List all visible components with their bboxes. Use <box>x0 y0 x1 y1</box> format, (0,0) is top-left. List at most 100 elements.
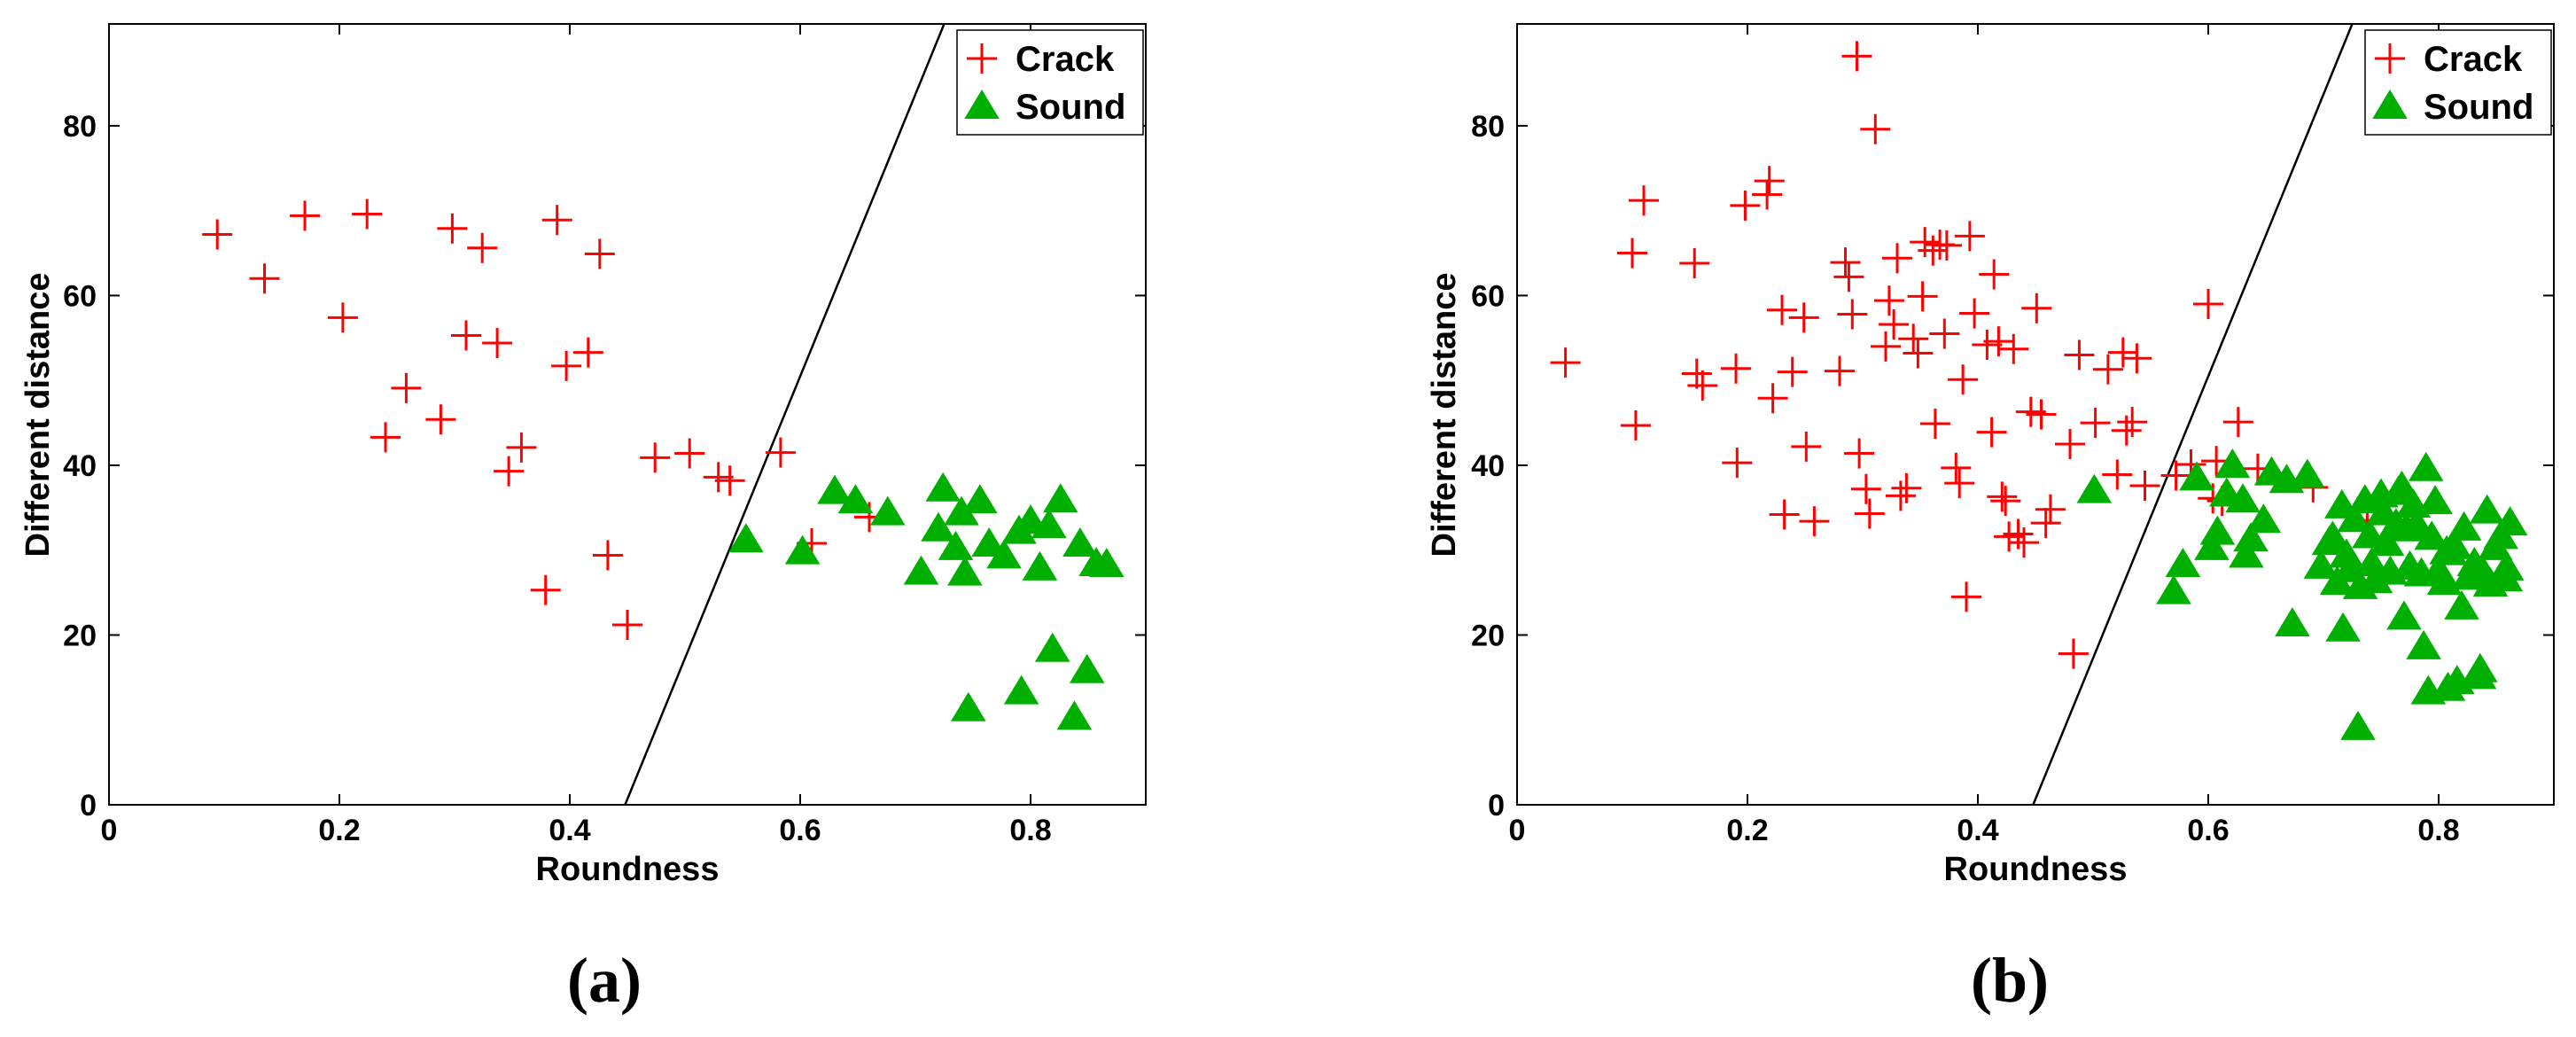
crack-point-b-5 <box>1681 358 1712 389</box>
x-tick-label-a-3: 0.6 <box>779 814 821 847</box>
crack-point-b-11 <box>1754 166 1785 197</box>
crack-point-b-71 <box>2111 415 2142 446</box>
crack-point-a-8 <box>437 213 468 244</box>
y-tick-label-a-1: 20 <box>63 619 97 652</box>
x-tick-label-b-1: 0.2 <box>1726 814 1768 847</box>
crack-point-b-66 <box>2064 339 2095 370</box>
crack-point-b-73 <box>2121 343 2152 374</box>
sound-point-a-10 <box>947 556 983 586</box>
sound-point-a-3 <box>837 484 874 514</box>
crack-point-b-2 <box>1620 409 1651 441</box>
crack-point-a-18 <box>584 238 615 269</box>
sound-point-a-11 <box>951 691 986 721</box>
sound-point-a-16 <box>1003 674 1039 705</box>
sound-point-a-23 <box>1062 527 1098 557</box>
sound-point-a-26 <box>1089 548 1125 577</box>
x-tick-label-a-2: 0.4 <box>549 814 590 847</box>
legend-marker-crack-a <box>967 43 997 74</box>
crack-point-b-35 <box>1903 338 1934 369</box>
crack-point-b-27 <box>1860 113 1891 144</box>
crack-point-a-23 <box>703 462 734 493</box>
crack-point-b-6 <box>1687 370 1718 401</box>
crack-point-b-3 <box>1629 185 1659 216</box>
y-axis-label-b: Different distance <box>1426 273 1463 557</box>
crack-point-a-0 <box>202 219 233 250</box>
sound-point-b-16 <box>2303 549 2339 579</box>
crack-point-b-29 <box>1873 285 1904 316</box>
crack-point-b-22 <box>1837 299 1868 330</box>
sound-point-a-6 <box>921 511 956 542</box>
sound-point-a-5 <box>903 555 939 585</box>
sound-point-a-4 <box>870 495 906 526</box>
legend-label-crack-b: Crack <box>2424 40 2523 79</box>
crack-point-a-12 <box>494 456 525 487</box>
crack-point-b-63 <box>2035 494 2066 525</box>
sound-point-b-38 <box>2386 600 2422 630</box>
crack-point-b-45 <box>1948 364 1979 395</box>
crack-point-b-32 <box>1885 480 1916 511</box>
sound-point-a-12 <box>962 484 998 514</box>
crack-point-a-5 <box>370 422 401 453</box>
crack-point-b-48 <box>1959 298 1990 329</box>
sound-point-b-3 <box>2179 461 2214 491</box>
sound-point-b-4 <box>2194 530 2230 560</box>
crack-point-b-51 <box>1979 259 2010 290</box>
x-tick-label-a-1: 0.2 <box>318 814 360 847</box>
sound-point-b-14 <box>2275 607 2310 637</box>
y-tick-label-a-2: 40 <box>63 449 97 483</box>
y-tick-label-a-4: 80 <box>63 110 97 144</box>
crack-point-a-15 <box>541 205 572 236</box>
crack-point-b-65 <box>2058 638 2089 669</box>
sound-point-b-68 <box>2488 550 2525 581</box>
crack-point-a-10 <box>467 232 498 263</box>
panel-label-a: (a) <box>567 945 642 1016</box>
sound-point-b-8 <box>2225 483 2261 513</box>
crack-point-b-8 <box>1722 448 1753 479</box>
crack-point-b-56 <box>1998 333 2029 364</box>
crack-point-b-38 <box>1918 235 1949 266</box>
crack-point-b-21 <box>1833 261 1864 292</box>
sound-point-b-56 <box>2444 589 2479 620</box>
crack-point-a-6 <box>391 372 422 403</box>
sound-point-b-63 <box>2469 494 2505 524</box>
x-axis-label-a: Roundness <box>536 851 720 888</box>
crack-point-b-67 <box>2080 408 2111 439</box>
sound-point-b-0 <box>2076 473 2113 503</box>
y-tick-label-b-2: 40 <box>1471 449 1505 483</box>
crack-point-b-42 <box>1931 230 1962 261</box>
crack-point-b-19 <box>1825 355 1855 386</box>
y-tick-label-b-1: 20 <box>1471 619 1505 652</box>
crack-point-a-14 <box>530 574 561 605</box>
crack-point-b-52 <box>1983 326 2014 357</box>
crack-point-b-15 <box>1777 356 1808 387</box>
sound-point-b-15 <box>2290 458 2325 488</box>
x-tick-label-b-2: 0.4 <box>1957 814 1998 847</box>
crack-point-a-13 <box>506 432 537 463</box>
crack-point-b-61 <box>2026 399 2057 430</box>
crack-point-b-46 <box>1951 581 1981 612</box>
crack-point-b-44 <box>1944 468 1975 499</box>
legend-b: Crack Sound <box>2364 29 2552 136</box>
sound-point-a-14 <box>986 539 1022 569</box>
y-tick-label-b-0: 0 <box>1488 789 1505 823</box>
crack-point-b-53 <box>1987 481 2018 512</box>
sound-point-a-7 <box>925 472 961 502</box>
sound-point-b-54 <box>2437 529 2472 559</box>
sound-point-b-69 <box>2492 506 2528 536</box>
crack-point-b-74 <box>2129 470 2160 501</box>
crack-point-b-43 <box>1941 452 1972 483</box>
sound-point-a-8 <box>938 530 974 560</box>
crack-point-b-9 <box>1730 190 1761 221</box>
crack-point-a-2 <box>290 200 320 231</box>
crack-point-b-24 <box>1844 438 1875 469</box>
x-tick-label-b-4: 0.8 <box>2417 814 2459 847</box>
sound-point-a-22 <box>1056 700 1093 730</box>
crack-point-b-23 <box>1841 41 1872 72</box>
sound-point-a-18 <box>1022 550 1058 581</box>
crack-point-b-20 <box>1830 247 1861 278</box>
sound-point-a-0 <box>728 523 764 553</box>
crack-point-b-41 <box>1929 318 1960 349</box>
crack-point-b-62 <box>2030 508 2061 539</box>
crack-point-a-19 <box>592 540 623 571</box>
legend-label-sound-a: Sound <box>1016 88 1125 127</box>
